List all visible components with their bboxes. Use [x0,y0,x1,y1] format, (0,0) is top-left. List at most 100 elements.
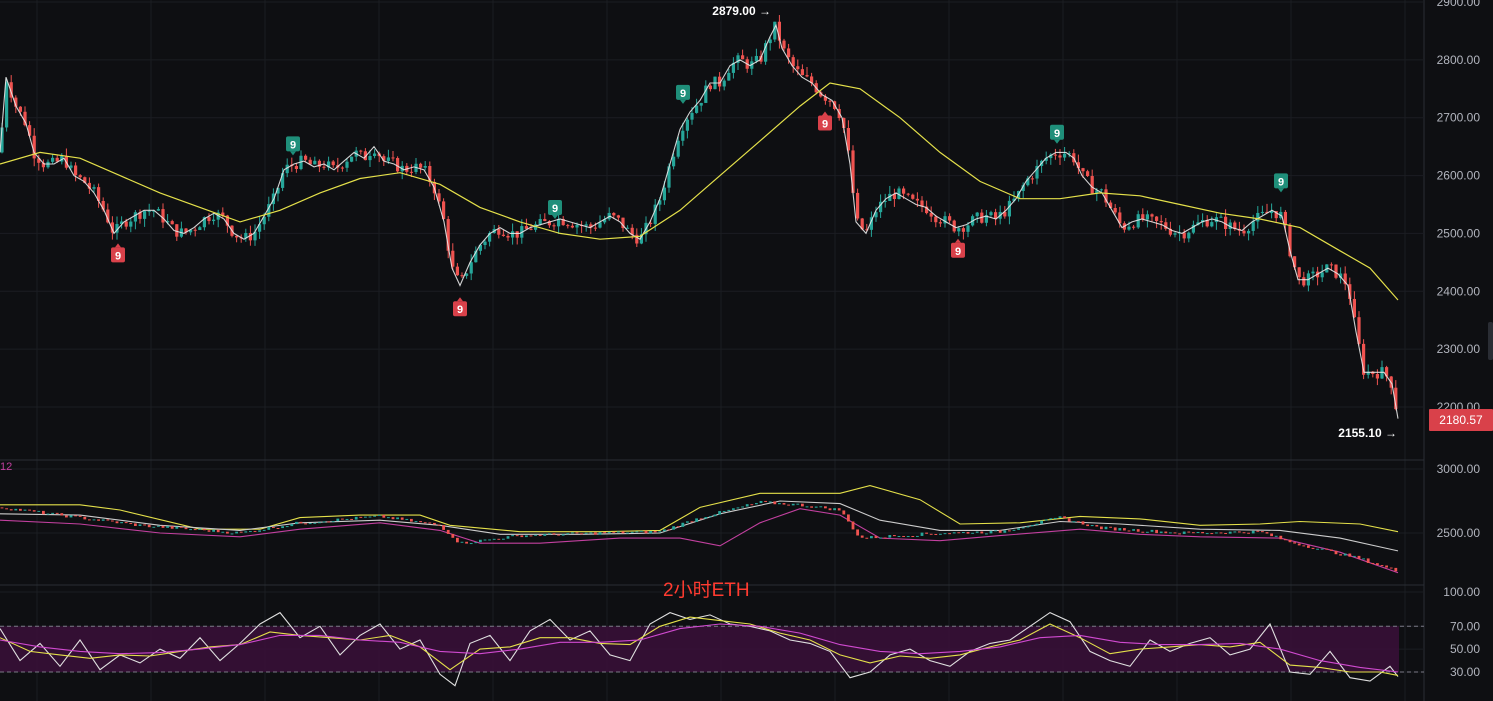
overlay-candle [111,520,114,522]
overlay-candle [709,516,712,518]
candle-body [787,48,791,58]
overlay-candle [1063,516,1066,519]
overlay-candle [1003,530,1007,533]
candle-body [32,135,36,159]
candle-body [423,165,427,168]
candle-body [419,163,423,168]
candle-body [345,161,349,168]
candle-body [115,223,119,233]
overlay-candle [207,530,211,532]
candle-body [1375,374,1379,379]
overlay-candle [0,507,4,509]
candle-body [561,218,565,226]
overlay-candle [1021,527,1025,529]
candle-body [1288,224,1292,257]
td-marker-label: 9 [1278,176,1284,188]
candle-body [1394,387,1398,410]
candle-body [1320,272,1324,278]
overlay-candle [304,523,307,525]
candle-body [1150,214,1154,217]
overlay-candle [1201,531,1204,534]
overlay-candle [1192,532,1195,534]
overlay-candle [1196,531,1200,533]
td-marker-pointer [822,111,828,116]
overlay-candle [1095,525,1099,527]
candle-body [874,212,878,218]
overlay-candle [847,514,850,522]
candle-body [529,228,533,230]
overlay-candle [819,506,823,508]
overlay-candle [1178,533,1181,535]
candle-body [782,40,786,49]
overlay-candle [345,518,349,520]
overlay-candle [92,519,96,521]
overlay-candle [617,531,620,533]
candle-body [170,221,174,225]
overlay-candle [1081,521,1085,525]
overlay-candle [258,530,261,532]
candle-body [1293,256,1297,268]
overlay-candle [483,539,487,541]
candle-body [446,219,450,251]
candle-body [161,209,165,223]
overlay-candle [88,519,91,521]
candle-body [253,231,257,241]
overlay-candle [299,521,303,524]
overlay-candle [101,519,105,521]
overlay-candle [465,541,468,544]
candle-body [810,76,814,84]
overlay-candle [718,511,721,515]
candle-body [1044,158,1048,161]
candle-body [506,235,510,238]
overlay-band-line [0,500,1399,552]
overlay-candle [180,526,183,528]
candle-body [437,193,441,202]
overlay-candle [791,503,795,506]
overlay-candle [962,531,965,533]
overlay-candle [19,508,22,511]
overlay-candle [387,517,390,519]
overlay-candle [318,522,321,524]
overlay-candle [244,531,248,533]
candle-body [704,85,708,103]
overlay-candle [1362,558,1365,560]
candle-body [359,150,363,152]
candle-body [989,212,993,216]
candle-body [1127,226,1131,230]
overlay-candle [787,504,790,506]
y-tick-label: 2500.00 [1437,526,1481,540]
overlay-candle [906,536,910,538]
candle-body [1007,200,1011,217]
overlay-candle [290,524,294,527]
overlay-candle [773,501,777,505]
candle-body [55,157,59,162]
overlay-candle [874,536,878,539]
overlay-candle [1132,529,1135,531]
overlay-candle [474,542,478,544]
overlay-candle [1155,529,1158,534]
candle-body [754,55,758,62]
overlay-candle [741,506,744,508]
overlay-candle [433,522,436,525]
candle-body [800,69,804,76]
overlay-candle [883,537,887,539]
overlay-candle [534,534,537,536]
overlay-candle [1274,535,1278,537]
candle-body [1343,273,1347,285]
overlay-candle [147,524,151,528]
overlay-candle [143,524,146,526]
candle-body [455,266,459,276]
overlay-candle [456,537,459,543]
candle-body [267,204,271,217]
price-scale-handle[interactable] [1488,322,1493,360]
overlay-candle [138,524,142,526]
candle-body [248,233,252,241]
overlay-candle [842,510,846,515]
candle-body [1141,214,1145,220]
candle-body [1228,222,1232,230]
candle-body [189,229,193,233]
candle-body [1030,178,1034,180]
overlay-band-line [0,508,1399,574]
overlay-candle [736,507,740,509]
